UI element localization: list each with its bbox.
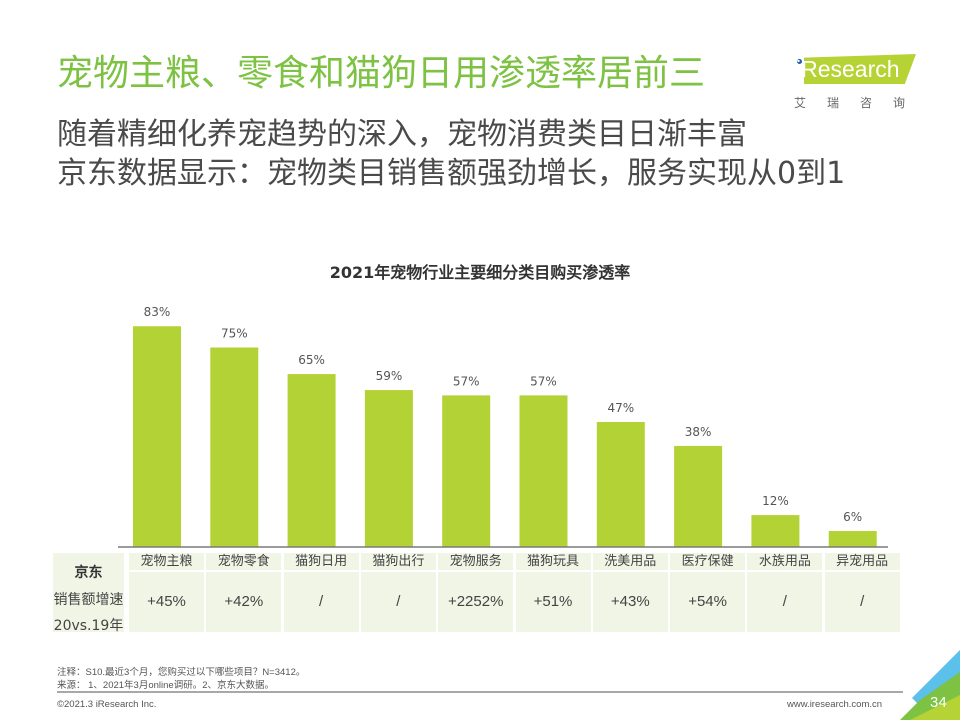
table-column: 异宠用品 / bbox=[824, 553, 900, 632]
bar-value-label: 12% bbox=[762, 494, 789, 508]
copyright: ©2021.3 iResearch Inc. bbox=[57, 699, 157, 710]
category-tick-label: 猫狗出行 bbox=[360, 553, 436, 572]
growth-value: +45% bbox=[147, 593, 186, 610]
bars-group: 83% 75% 65% 59% 57% 57% 47% 38% 12% 6% bbox=[133, 305, 877, 547]
bar-9 bbox=[828, 531, 877, 547]
bar-value-label: 75% bbox=[221, 327, 248, 341]
bar-8 bbox=[751, 515, 800, 547]
category-tick-label: 医疗保健 bbox=[670, 553, 746, 572]
page-title: 宠物主粮、零食和猫狗日用渗透率居前三 bbox=[57, 53, 706, 94]
category-tick-label: 水族用品 bbox=[747, 553, 823, 572]
corner-decoration bbox=[900, 650, 960, 720]
bar-value-label: 59% bbox=[376, 369, 403, 383]
category-tick-label: 宠物主粮 bbox=[129, 553, 204, 572]
subtitle-line-1: 随着精细化养宠趋势的深入，宠物消费类目日渐丰富 bbox=[57, 117, 747, 152]
bar-value-label: 57% bbox=[453, 374, 480, 388]
category-tick-label: 宠物零食 bbox=[206, 553, 282, 572]
footnotes: 注释：S10.最近3个月，您购买过以下哪些项目？N=3412。 来源： 1、20… bbox=[57, 666, 305, 692]
bar-3 bbox=[364, 390, 413, 547]
iresearch-logo: iResearch 艾瑞咨询 bbox=[790, 46, 920, 114]
growth-value: +2252% bbox=[447, 593, 504, 610]
bar-4 bbox=[442, 395, 491, 547]
table-column: 宠物零食 +42% bbox=[206, 553, 282, 632]
logo-chinese-name: 艾瑞咨询 bbox=[794, 96, 927, 110]
category-tick-label: 猫狗日用 bbox=[283, 553, 359, 572]
category-tick-label: 猫狗玩具 bbox=[515, 553, 591, 572]
footer-divider bbox=[57, 691, 903, 693]
table-column: 猫狗玩具 +51% bbox=[515, 553, 591, 632]
bar-1 bbox=[210, 347, 259, 547]
logo-banner bbox=[804, 54, 916, 84]
growth-value: +54% bbox=[688, 593, 727, 610]
growth-value: / bbox=[396, 593, 401, 610]
page-number: 34 bbox=[930, 694, 947, 711]
chart-title: 2021年宠物行业主要细分类目购买渗透率 bbox=[329, 263, 631, 282]
table-column: 水族用品 / bbox=[747, 553, 823, 632]
table-column: 宠物服务 +2252% bbox=[438, 553, 514, 632]
category-tick-label: 异宠用品 bbox=[824, 553, 900, 572]
subtitle-line-2: 京东数据显示：宠物类目销售额强劲增长，服务实现从0到1 bbox=[57, 156, 846, 191]
category-tick-label: 宠物服务 bbox=[438, 553, 514, 572]
bar-value-label: 6% bbox=[843, 510, 862, 524]
bar-7 bbox=[674, 445, 723, 547]
bar-value-label: 57% bbox=[530, 374, 557, 388]
table-column: 洗美用品 +43% bbox=[592, 553, 668, 632]
jd-growth-table: 京东 销售额增速 20vs.19年 宠物主粮 +45% 宠物零食 +42% 猫狗日用 / 猫… bbox=[53, 553, 900, 634]
website-link[interactable]: www.iresearch.com.cn bbox=[787, 699, 883, 710]
bar-value-label: 83% bbox=[144, 305, 171, 319]
growth-value: +43% bbox=[610, 593, 650, 610]
bar-2 bbox=[287, 374, 336, 547]
logo-dot-icon bbox=[797, 59, 802, 64]
table-column: 猫狗出行 / bbox=[360, 553, 436, 632]
metric-label: 销售额增速 bbox=[53, 592, 124, 608]
note-text: 注释：S10.最近3个月，您购买过以下哪些项目？N=3412。 bbox=[57, 667, 306, 678]
category-tick-label: 洗美用品 bbox=[592, 553, 668, 572]
bar-value-label: 38% bbox=[685, 425, 712, 439]
bar-value-label: 47% bbox=[607, 401, 634, 415]
growth-value: +42% bbox=[224, 593, 264, 610]
logo-text: iResearch bbox=[796, 56, 900, 82]
bar-0 bbox=[133, 326, 181, 547]
bar-value-label: 65% bbox=[298, 353, 325, 367]
table-column: 猫狗日用 / bbox=[283, 553, 359, 632]
growth-value: / bbox=[782, 593, 787, 610]
table-row-header: 京东 销售额增速 20vs.19年 bbox=[53, 553, 124, 634]
table-column: 医疗保健 +54% bbox=[670, 553, 746, 632]
source-text: 来源： 1、2021年3月online调研。2、京东大数据。 bbox=[57, 680, 274, 691]
growth-value: / bbox=[319, 593, 324, 610]
table-column: 宠物主粮 +45% bbox=[129, 553, 204, 632]
growth-value: / bbox=[860, 593, 865, 610]
growth-value: +51% bbox=[533, 593, 573, 610]
bar-5 bbox=[519, 395, 568, 547]
bar-6 bbox=[596, 421, 645, 547]
platform-label: 京东 bbox=[74, 565, 103, 581]
period-label: 20vs.19年 bbox=[53, 618, 124, 634]
